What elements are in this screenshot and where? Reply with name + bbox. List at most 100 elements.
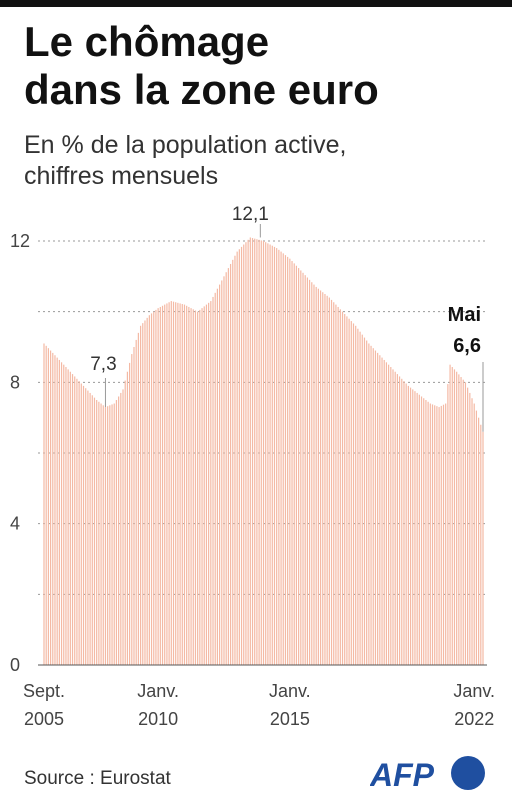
bar	[449, 364, 451, 665]
bar	[91, 395, 93, 665]
bar	[129, 362, 131, 665]
bar	[284, 255, 287, 665]
bar	[282, 253, 284, 665]
bar	[287, 256, 289, 665]
bar	[120, 392, 122, 665]
bar	[65, 367, 67, 665]
bar	[240, 246, 243, 665]
subtitle-line-1: En % de la population active,	[24, 131, 347, 159]
bar	[227, 268, 229, 665]
bar	[407, 385, 409, 665]
bar	[142, 323, 144, 665]
bar	[76, 378, 78, 665]
bar	[335, 304, 337, 665]
bar	[392, 369, 394, 665]
bar	[482, 431, 484, 665]
bar	[56, 357, 58, 665]
afp-logo-text: AFP	[370, 757, 435, 793]
bar	[425, 400, 427, 665]
bar	[118, 396, 120, 665]
title-line-2: dans la zone euro	[24, 66, 379, 113]
bar	[401, 378, 403, 665]
bar	[420, 396, 423, 665]
bar	[139, 325, 142, 665]
bar	[445, 403, 447, 665]
bar	[205, 304, 208, 665]
bar	[216, 288, 218, 665]
title-line-1: Le chômage	[24, 18, 270, 65]
bar	[210, 301, 212, 665]
bar	[52, 352, 54, 665]
bar	[480, 424, 482, 665]
annotation-label-min: 7,3	[90, 354, 116, 375]
bar	[85, 388, 87, 665]
axis-layer: 0 4 8 12 Sept. 2005 Janv. 2010 Janv. 2015 Janv. 202…	[10, 231, 495, 729]
x-tick-label: 2005	[24, 709, 64, 729]
bar	[273, 246, 276, 665]
bar	[254, 238, 256, 665]
bar	[78, 381, 80, 665]
annotation-label-latest-month: Mai	[448, 304, 481, 326]
bar	[315, 286, 317, 665]
bar	[153, 311, 155, 665]
bar	[333, 302, 335, 665]
bar	[115, 400, 118, 665]
chart-subtitle: En % de la population active, chiffres m…	[24, 130, 494, 192]
bar	[111, 404, 113, 665]
bar	[405, 383, 407, 665]
bar	[260, 240, 262, 665]
bar	[190, 308, 192, 665]
bar	[100, 403, 102, 665]
bar	[276, 248, 278, 665]
bar	[168, 302, 170, 665]
bar	[269, 244, 271, 665]
bar	[124, 380, 126, 665]
bar	[442, 404, 445, 665]
bar	[374, 350, 377, 665]
bar	[161, 305, 164, 665]
annotations-layer: 7,3 12,1 Mai 6,6	[90, 204, 484, 432]
bar	[298, 268, 300, 665]
bar	[478, 417, 480, 665]
bar	[394, 371, 396, 665]
bar	[427, 401, 429, 665]
bar	[383, 359, 385, 665]
bar	[183, 304, 186, 665]
bar	[344, 314, 346, 665]
bar	[431, 404, 434, 665]
bar	[436, 406, 438, 665]
bar	[418, 394, 420, 665]
bar	[102, 405, 104, 665]
bar	[302, 272, 304, 665]
bar	[166, 303, 168, 665]
bar	[350, 321, 352, 665]
bar	[328, 297, 330, 665]
x-tick-label: 2010	[138, 709, 178, 729]
bar	[71, 374, 74, 665]
x-tick-label: 2015	[270, 709, 310, 729]
bar	[438, 407, 440, 665]
bar	[462, 379, 464, 665]
bar	[377, 352, 379, 665]
bar	[208, 302, 210, 665]
bar	[458, 374, 460, 665]
bar	[197, 311, 199, 665]
bar	[247, 239, 249, 665]
bar	[175, 302, 177, 665]
bar	[381, 357, 383, 665]
bar	[144, 320, 146, 665]
bar	[150, 313, 153, 665]
bar	[159, 306, 161, 665]
bar	[60, 362, 63, 665]
bar	[434, 405, 436, 665]
annotation-label-latest-value: 6,6	[453, 335, 481, 357]
bar	[467, 387, 469, 665]
bar	[69, 371, 71, 665]
bar	[157, 308, 159, 665]
bar	[49, 350, 52, 665]
bar	[245, 242, 247, 665]
bar	[388, 364, 390, 665]
bar	[122, 389, 124, 665]
bar	[135, 339, 137, 665]
